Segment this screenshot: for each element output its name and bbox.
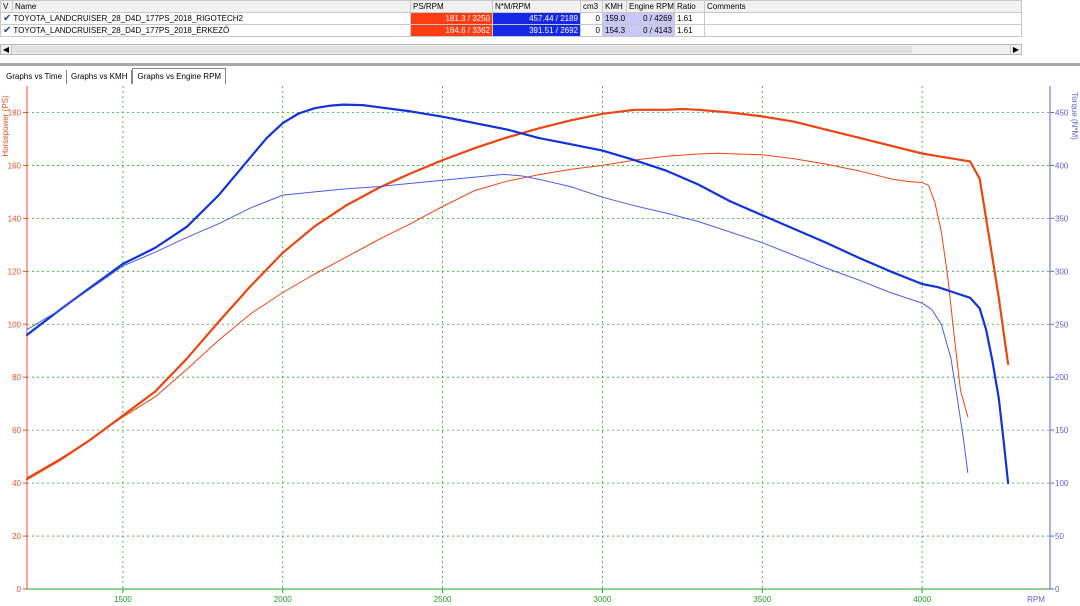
tab-graphs-vs-kmh[interactable]: Graphs vs KMH: [67, 70, 133, 84]
y-tick-label: 100: [8, 320, 22, 329]
cm3-cell: 0: [580, 24, 603, 37]
column-header-visible[interactable]: V: [0, 0, 13, 13]
comments-cell[interactable]: [704, 24, 1022, 37]
table-header-row: V Name PS/RPM N*M/RPM cm3 KMH Engine RPM…: [0, 0, 1022, 13]
y2-tick-label: 300: [1055, 267, 1069, 276]
column-header-ratio[interactable]: Ratio: [674, 0, 705, 13]
y-tick-label: 140: [8, 214, 22, 223]
dyno-chart: 0 20 40 60 80 100 120 140 160 180 0 50 100 150 200 250 3…: [1, 86, 1079, 604]
column-header-name[interactable]: Name: [12, 0, 411, 13]
y-tick-label: 40: [12, 479, 21, 488]
y-tick-label: 120: [8, 267, 22, 276]
engine-rpm-cell: 0 / 4269: [626, 12, 675, 25]
y-tick-label: 80: [12, 373, 21, 382]
y2-tick-label: 200: [1055, 373, 1069, 382]
y2-tick-label: 400: [1055, 161, 1069, 170]
nm-rpm-cell: 391.51 / 2692: [492, 24, 581, 37]
scroll-right-arrow-icon[interactable]: ▶: [1010, 45, 1021, 54]
x-tick-label: 2000: [274, 595, 292, 604]
y2-tick-label: 100: [1055, 479, 1069, 488]
y2-tick-label: 250: [1055, 320, 1069, 329]
tab-graphs-vs-time[interactable]: Graphs vs Time: [2, 70, 68, 84]
scroll-left-arrow-icon[interactable]: ◀: [1, 45, 12, 54]
kmh-cell: 154.3: [602, 24, 627, 37]
checkmark-icon[interactable]: ✔: [3, 13, 12, 24]
torque-series-line-3: [26, 173, 969, 473]
checkmark-icon[interactable]: ✔: [3, 25, 12, 36]
x-tick-label: 3000: [594, 595, 612, 604]
column-header-cm3[interactable]: cm3: [580, 0, 603, 13]
y-tick-label: 0: [17, 585, 22, 594]
column-header-kmh[interactable]: KMH: [602, 0, 627, 13]
cm3-cell: 0: [580, 12, 603, 25]
nm-rpm-cell: 457.44 / 2189: [492, 12, 581, 25]
kmh-cell: 159.0: [602, 12, 627, 25]
horizontal-scrollbar[interactable]: ◀ ▶: [0, 44, 1022, 55]
y2-tick-label: 450: [1055, 108, 1069, 117]
ratio-cell: 1.61: [674, 12, 705, 25]
y2-tick-label: 350: [1055, 214, 1069, 223]
x-tick-label: 3500: [753, 595, 771, 604]
x-tick-label: 2500: [434, 595, 452, 604]
y-tick-label: 60: [12, 426, 21, 435]
table-row[interactable]: ✔ TOYOTA_LANDCRUISER_28_D4D_177PS_2018_ÉR…: [0, 24, 1022, 37]
table-row[interactable]: ✔ TOYOTA_LANDCRUISER_28_D4D_177PS_2018_RI…: [0, 12, 1022, 25]
ps-rpm-cell: 181.3 / 3250: [410, 12, 493, 25]
y2-axis-label: Torque (N*M): [1070, 92, 1079, 140]
column-header-nm-rpm[interactable]: N*M/RPM: [492, 0, 581, 13]
horsepower-series-line-0: [25, 107, 1010, 481]
engine-rpm-cell: 0 / 4143: [626, 24, 675, 37]
y2-tick-label: 150: [1055, 426, 1069, 435]
graph-tabs: Graphs vs Time Graphs vs KMH Graphs vs E…: [2, 68, 227, 84]
ratio-cell: 1.61: [674, 24, 705, 37]
y2-tick-label: 0: [1055, 585, 1060, 594]
panel-splitter[interactable]: [0, 63, 1080, 66]
comments-cell[interactable]: [704, 12, 1022, 25]
tab-graphs-vs-engine-rpm[interactable]: Graphs vs Engine RPM: [132, 68, 227, 84]
x-tick-label: 4000: [913, 595, 931, 604]
y-axis-label: Horsepower (PS): [1, 95, 10, 157]
x-axis-label: RPM: [1027, 595, 1045, 604]
name-cell[interactable]: ✔ TOYOTA_LANDCRUISER_28_D4D_177PS_2018_ÉR…: [0, 24, 411, 37]
run-name: TOYOTA_LANDCRUISER_28_D4D_177PS_2018_ÉRK…: [13, 26, 230, 35]
ps-rpm-cell: 164.6 / 3362: [410, 24, 493, 37]
torque-series-line-2: [25, 103, 1010, 485]
horsepower-series-line-1: [26, 152, 969, 479]
y-tick-label: 160: [8, 161, 22, 170]
column-header-engine-rpm[interactable]: Engine RPM: [626, 0, 675, 13]
column-header-comments[interactable]: Comments: [704, 0, 1022, 13]
y2-tick-label: 50: [1055, 532, 1064, 541]
column-header-ps-rpm[interactable]: PS/RPM: [410, 0, 493, 13]
y-tick-label: 180: [8, 108, 22, 117]
x-tick-label: 1500: [114, 595, 132, 604]
scrollbar-thumb[interactable]: [12, 46, 912, 53]
results-table: V Name PS/RPM N*M/RPM cm3 KMH Engine RPM…: [0, 0, 1022, 37]
name-cell[interactable]: ✔ TOYOTA_LANDCRUISER_28_D4D_177PS_2018_RI…: [0, 12, 411, 25]
run-name: TOYOTA_LANDCRUISER_28_D4D_177PS_2018_RIG…: [13, 14, 243, 23]
y-tick-label: 20: [12, 532, 21, 541]
